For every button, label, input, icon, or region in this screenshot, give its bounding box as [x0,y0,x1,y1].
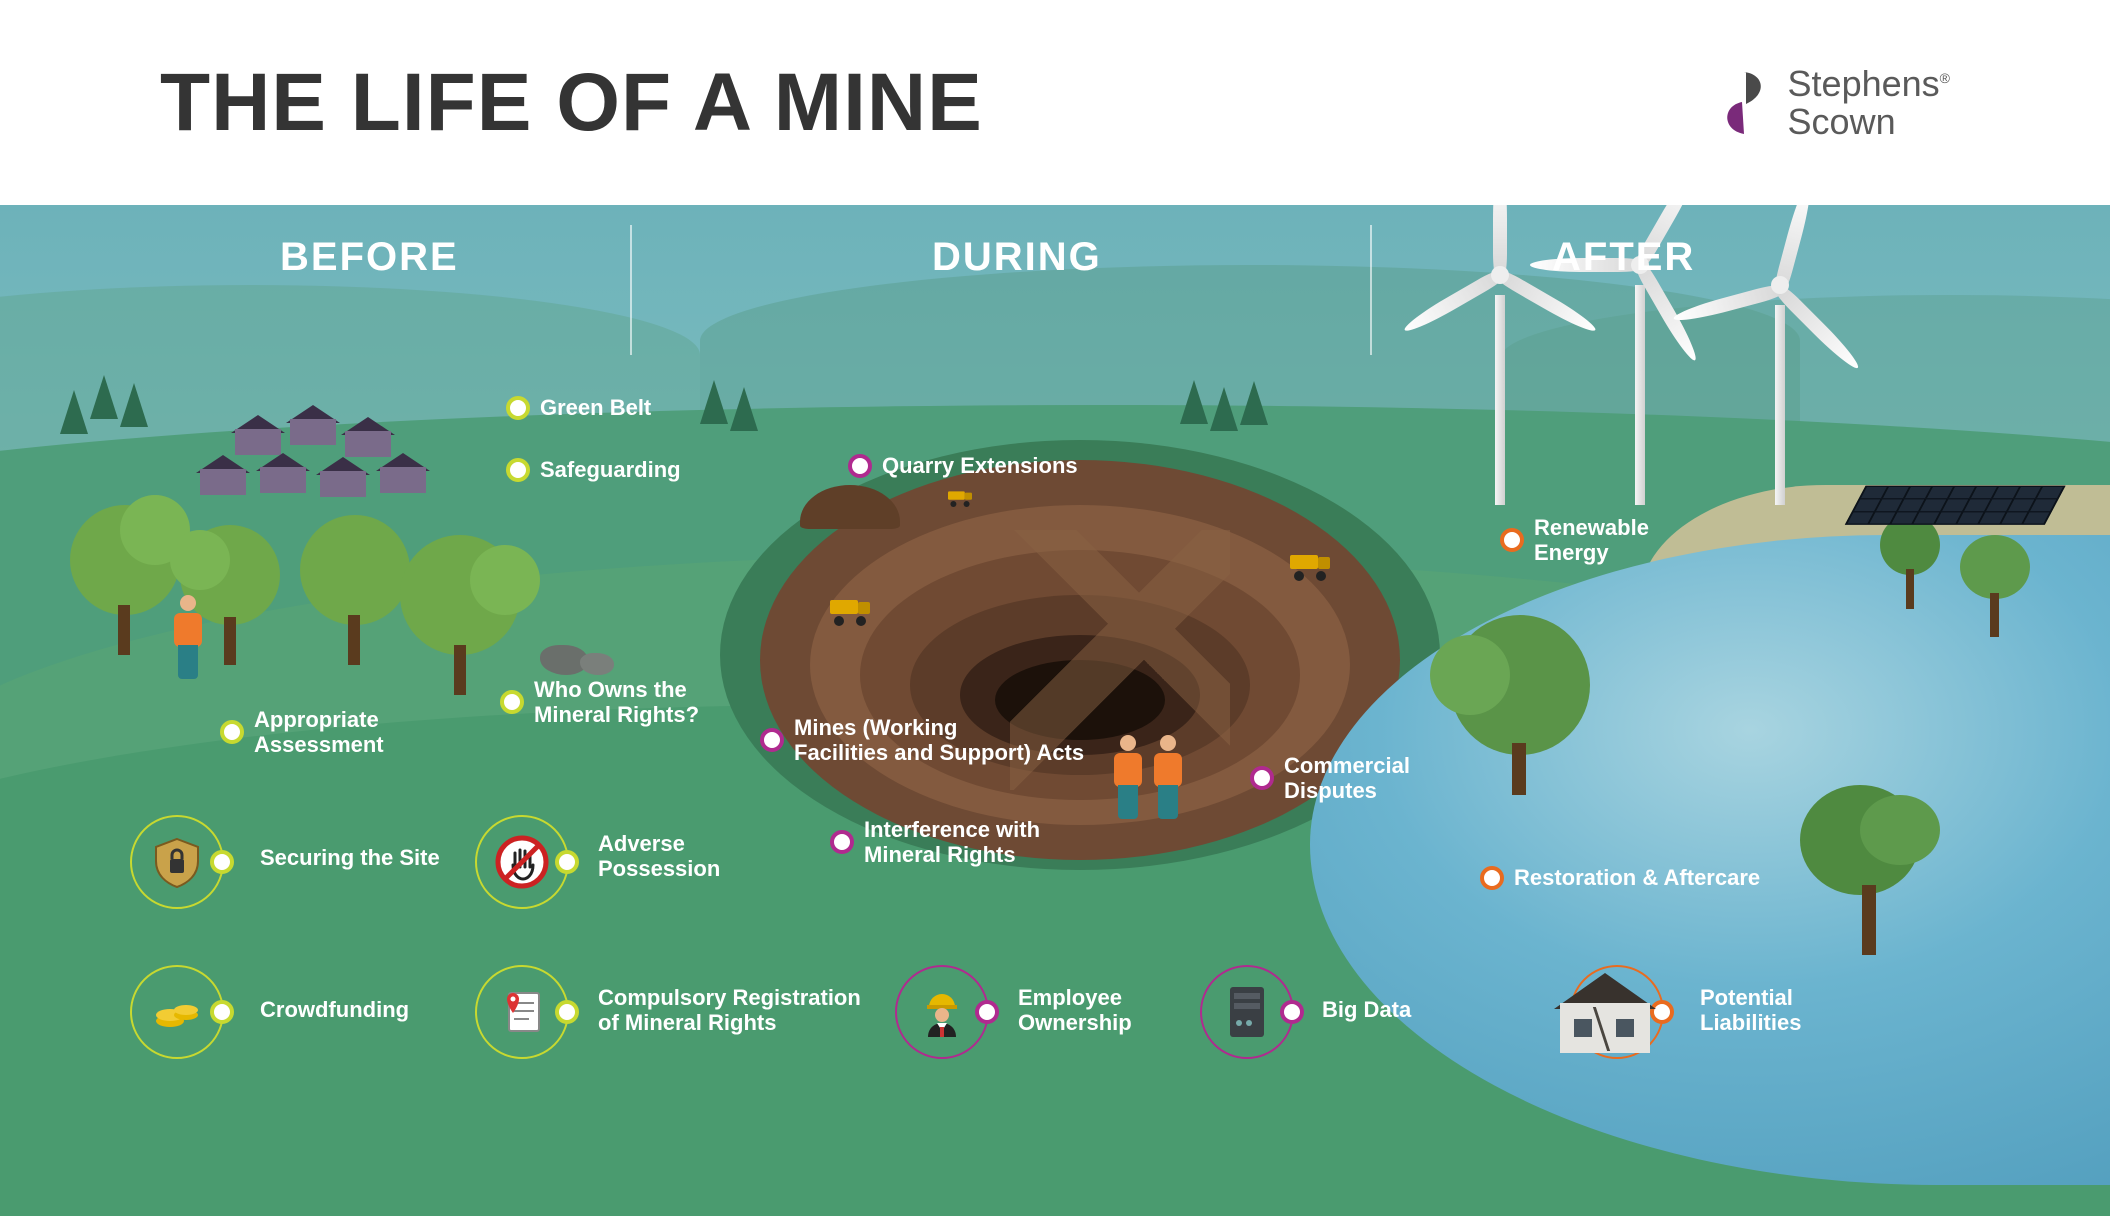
tree-icon [1180,380,1208,424]
marker-dot-icon [848,454,872,478]
marker-who-owns-mineral-rights[interactable]: Who Owns the Mineral Rights? [500,677,699,728]
marker-label: Renewable Energy [1534,515,1649,566]
document-pin-icon [495,985,549,1039]
infographic-scene: BEFORE DURING AFTER Green Belt Safeguard… [0,205,2110,1216]
house-icon [260,453,306,493]
marker-label: Safeguarding [540,457,681,482]
damaged-house-icon [1560,973,1650,1053]
excavator-icon [948,491,972,504]
hand-stop-icon [495,835,549,889]
wind-turbine-icon [1490,265,1510,505]
house-icon [345,417,391,457]
marker-label: Restoration & Aftercare [1514,865,1760,890]
section-divider [630,225,632,355]
brand-logo: Stephens® Scown [1716,65,1950,141]
mining-truck-icon [830,600,870,622]
ring-label: Big Data [1322,997,1411,1022]
house-icon [380,453,426,493]
tree-icon [90,375,118,419]
marker-restoration-aftercare[interactable]: Restoration & Aftercare [1480,865,1760,890]
marker-dot-icon [760,728,784,752]
wind-turbine-icon [1770,275,1790,505]
marker-label: Commercial Disputes [1284,753,1410,804]
hardhat-person-icon [915,985,969,1039]
marker-label: Who Owns the Mineral Rights? [534,677,699,728]
ring-label: Employee Ownership [1018,985,1132,1036]
shield-lock-icon [150,835,204,889]
marker-renewable-energy[interactable]: Renewable Energy [1500,515,1649,566]
house-icon [200,455,246,495]
solar-panels-icon [1834,486,2065,545]
ring-label: Crowdfunding [260,997,409,1022]
tree-icon [70,505,180,655]
marker-dot-icon [830,830,854,854]
section-before-title: BEFORE [280,235,459,280]
brand-logo-mark [1716,68,1772,138]
mining-truck-icon [1290,555,1330,577]
ring-compulsory-registration[interactable] [475,965,569,1059]
marker-commercial-disputes[interactable]: Commercial Disputes [1250,753,1410,804]
ring-big-data[interactable] [1200,965,1294,1059]
ring-label: Compulsory Registration of Mineral Right… [598,985,861,1036]
ring-label: Potential Liabilities [1700,985,1801,1036]
marker-dot-icon [506,458,530,482]
marker-appropriate-assessment[interactable]: Appropriate Assessment [220,707,384,758]
wind-turbine-icon [1630,255,1650,505]
tree-icon [700,380,728,424]
marker-label: Quarry Extensions [882,453,1078,478]
marker-mines-working-facilities[interactable]: Mines (Working Facilities and Support) A… [760,715,1084,766]
brand-logo-text: Stephens® Scown [1788,65,1950,141]
ring-label: Securing the Site [260,845,440,870]
marker-quarry-extensions[interactable]: Quarry Extensions [848,453,1078,478]
ring-securing-site[interactable] [130,815,224,909]
marker-dot-icon [1480,866,1504,890]
server-icon [1222,983,1272,1041]
tree-icon [1960,535,2040,655]
tree-icon [60,390,88,434]
marker-green-belt[interactable]: Green Belt [506,395,651,420]
tree-icon [300,515,410,665]
section-after-title: AFTER [1552,235,1695,280]
tree-icon [1450,615,1590,795]
tree-icon [730,387,758,431]
ring-crowdfunding[interactable] [130,965,224,1059]
coins-icon [150,985,204,1039]
tree-icon [120,383,148,427]
marker-safeguarding[interactable]: Safeguarding [506,457,681,482]
marker-label: Interference with Mineral Rights [864,817,1040,868]
tree-icon [1210,387,1238,431]
marker-label: Mines (Working Facilities and Support) A… [794,715,1084,766]
ring-label: Adverse Possession [598,831,720,882]
marker-dot-icon [220,720,244,744]
house-icon [320,457,366,497]
marker-dot-icon [1250,766,1274,790]
brand-line2: Scown [1788,103,1950,141]
section-divider [1370,225,1372,355]
section-during-title: DURING [932,235,1102,280]
marker-dot-icon [500,690,524,714]
marker-dot-icon [1500,528,1524,552]
house-icon [290,405,336,445]
brand-line1: Stephens [1788,63,1940,104]
marker-dot-icon [506,396,530,420]
marker-label: Appropriate Assessment [254,707,384,758]
tree-icon [400,535,520,695]
header: THE LIFE OF A MINE Stephens® Scown [0,0,2110,205]
ring-adverse-possession[interactable] [475,815,569,909]
marker-label: Green Belt [540,395,651,420]
page-title: THE LIFE OF A MINE [160,56,983,150]
tree-icon [1800,785,1940,975]
house-icon [235,415,281,455]
marker-interference-mineral-rights[interactable]: Interference with Mineral Rights [830,817,1040,868]
tree-icon [1240,381,1268,425]
ring-employee-ownership[interactable] [895,965,989,1059]
